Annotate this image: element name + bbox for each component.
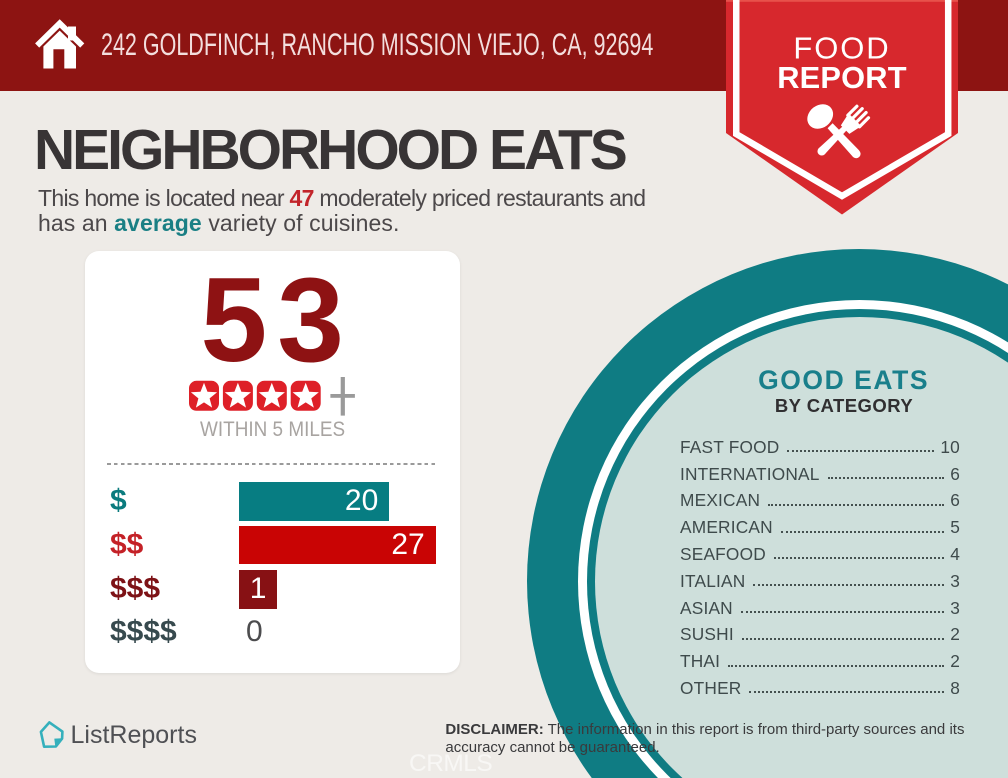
svg-text:FOOD: FOOD bbox=[793, 30, 890, 65]
svg-text:REPORT: REPORT bbox=[777, 60, 907, 95]
